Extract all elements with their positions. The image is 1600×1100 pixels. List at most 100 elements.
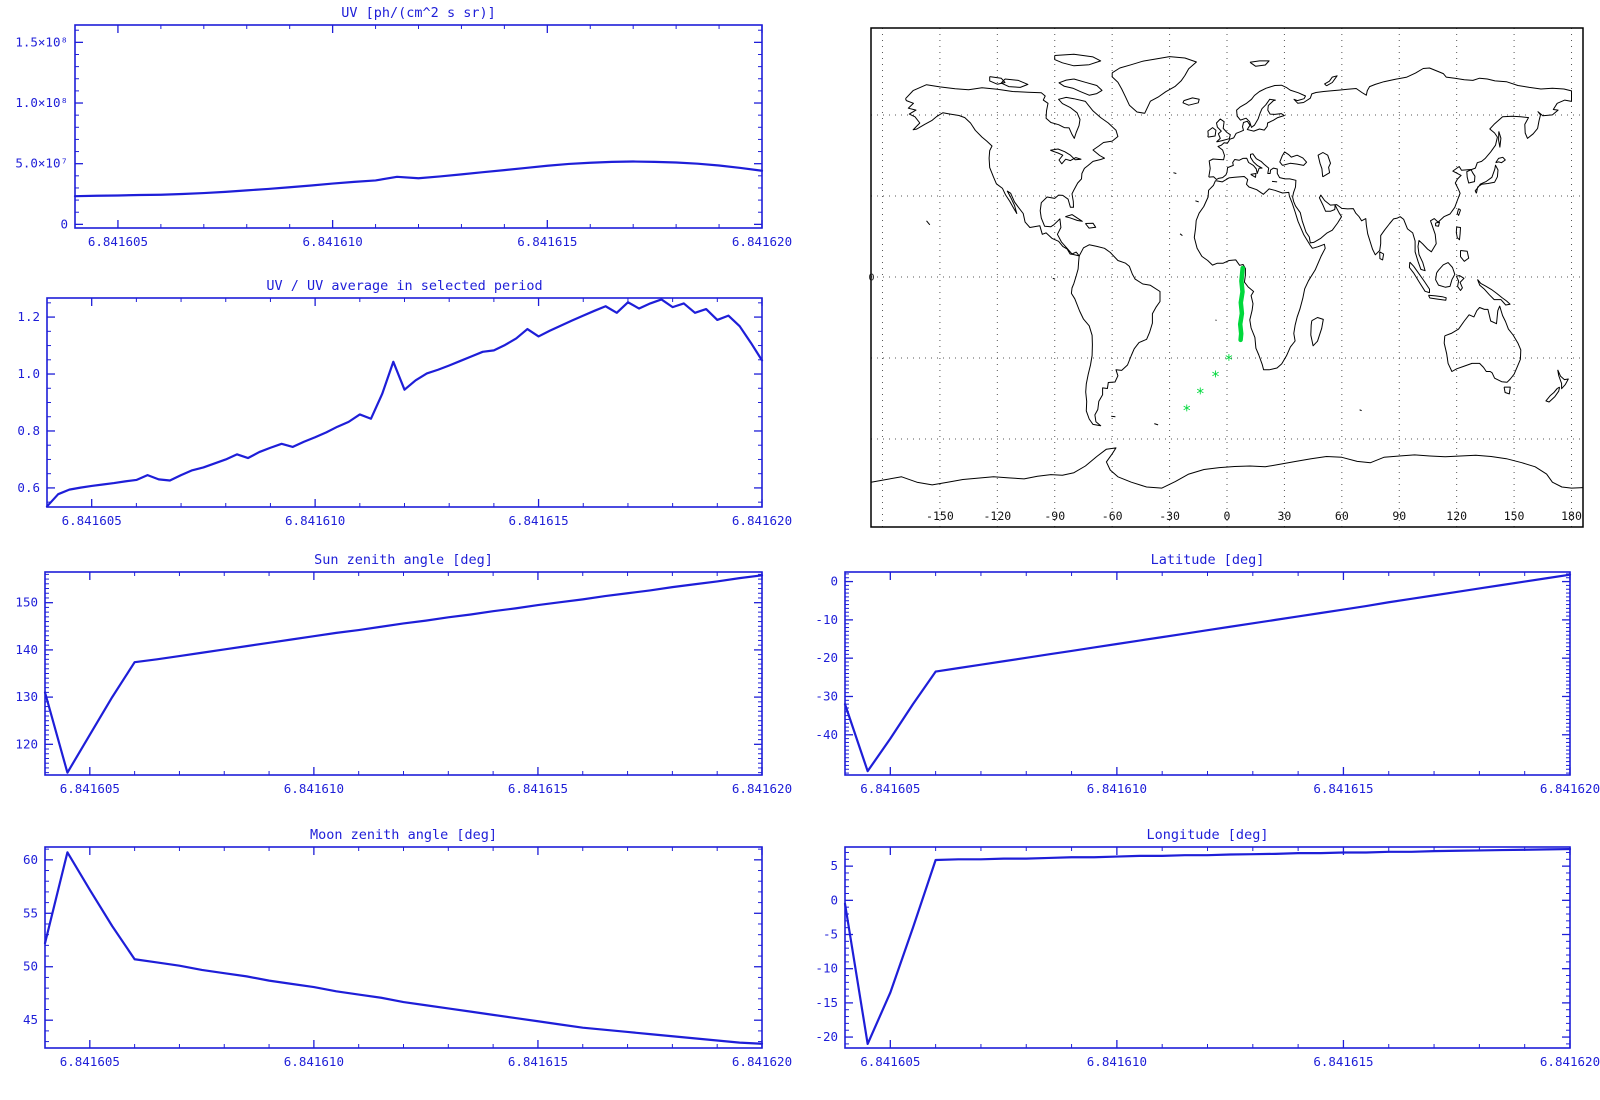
- coastline: [1065, 214, 1083, 222]
- map-lon-label: 90: [1392, 509, 1406, 523]
- coastline: [1477, 279, 1511, 306]
- map-lon-label: 120: [1446, 509, 1467, 523]
- y-tick-label: 0: [60, 216, 68, 231]
- coastline: [1443, 305, 1522, 383]
- y-tick-label: 5.0×10⁷: [15, 156, 68, 171]
- coastline: [1182, 97, 1200, 106]
- plot-title: UV [ph/(cm^2 s sr)]: [341, 5, 495, 21]
- y-tick-label: 0: [830, 574, 838, 589]
- y-tick-label: -5: [823, 927, 838, 942]
- map-lon-label: -90: [1044, 509, 1065, 523]
- x-tick-label: 6.841615: [508, 781, 568, 796]
- y-tick-label: 0.6: [17, 480, 40, 495]
- ground-track-line: [1237, 265, 1245, 343]
- y-tick-label: -40: [815, 727, 838, 742]
- y-tick-label: 5: [830, 858, 838, 873]
- map-lon-label: -120: [983, 509, 1011, 523]
- map-lon-label: 180: [1561, 509, 1582, 523]
- y-tick-label: 1.0: [17, 366, 40, 381]
- x-tick-label: 6.841605: [860, 781, 920, 796]
- y-tick-label: 45: [23, 1012, 38, 1027]
- y-tick-label: 1.5×10⁸: [15, 34, 68, 49]
- ground-track-point: *: [1211, 367, 1220, 385]
- x-tick-label: 6.841605: [62, 513, 122, 528]
- coastline: [1193, 176, 1326, 371]
- y-tick-label: 0: [830, 892, 838, 907]
- coastline: [1070, 244, 1161, 427]
- x-tick-label: 6.841610: [284, 781, 344, 796]
- coastline: [1208, 67, 1572, 272]
- coastline: [1154, 423, 1159, 426]
- y-tick-label: 130: [15, 689, 38, 704]
- x-tick-label: 6.841615: [517, 234, 577, 249]
- plot-title: UV / UV average in selected period: [266, 278, 542, 294]
- map-frame: [870, 27, 1584, 528]
- coastline: [1271, 180, 1278, 183]
- coastline: [1050, 148, 1082, 165]
- coastline: [1111, 56, 1197, 114]
- x-tick-label: 6.841615: [508, 1054, 568, 1069]
- map-lon-label: -30: [1159, 509, 1180, 523]
- coastline: [1456, 208, 1461, 216]
- y-tick-label: -20: [815, 650, 838, 665]
- coastline: [1455, 226, 1461, 241]
- coastline: [989, 76, 1006, 85]
- y-tick-label: -10: [815, 612, 838, 627]
- plot-title: Longitude [deg]: [1147, 827, 1269, 843]
- y-tick-label: 60: [23, 852, 38, 867]
- x-tick-label: 6.841620: [732, 781, 792, 796]
- coastline: [1195, 200, 1199, 203]
- coastline: [1215, 319, 1217, 321]
- coastline: [1317, 152, 1331, 178]
- map-lon-label: 0: [1224, 509, 1231, 523]
- coastline: [1085, 222, 1097, 229]
- map-equator-label: 0: [868, 272, 874, 283]
- coastline: [1435, 262, 1456, 288]
- x-tick-label: 6.841620: [732, 1054, 792, 1069]
- coastline: [1428, 294, 1447, 301]
- ground-track-point: *: [1182, 401, 1191, 419]
- y-tick-label: 120: [15, 736, 38, 751]
- y-tick-label: 1.0×10⁸: [15, 95, 68, 110]
- coastline: [1058, 78, 1103, 96]
- coastline: [1216, 118, 1231, 143]
- x-tick-label: 6.841610: [303, 234, 363, 249]
- coastline: [926, 220, 931, 226]
- coastline: [1000, 78, 1029, 88]
- coastline: [1207, 127, 1217, 138]
- chart-sun-zenith-line: [43, 574, 764, 774]
- y-tick-label: 150: [15, 595, 38, 610]
- y-tick-label: -10: [815, 961, 838, 976]
- x-tick-label: 6.841615: [1313, 781, 1373, 796]
- coastline: [1250, 173, 1257, 178]
- y-tick-label: 0.8: [17, 423, 40, 438]
- chart-longitude-line: [843, 847, 1572, 1046]
- x-tick-label: 6.841610: [1087, 1054, 1147, 1069]
- coastline: [905, 84, 1119, 257]
- coastline: [1179, 233, 1183, 236]
- coastline: [1495, 156, 1506, 164]
- x-tick-label: 6.841610: [1087, 781, 1147, 796]
- coastline: [1310, 317, 1324, 347]
- coastline: [1111, 415, 1116, 418]
- chart-uv-line: [73, 160, 764, 198]
- chart-latitude-line: [843, 573, 1572, 773]
- map-lon-label: 60: [1335, 509, 1349, 523]
- x-tick-label: 6.841605: [88, 234, 148, 249]
- coastline: [870, 447, 1584, 489]
- coastline: [1545, 386, 1561, 403]
- coastline: [1173, 172, 1177, 174]
- coastline: [1460, 250, 1470, 262]
- x-tick-label: 6.841620: [732, 234, 792, 249]
- chart-uv-ratio-line: [45, 298, 764, 508]
